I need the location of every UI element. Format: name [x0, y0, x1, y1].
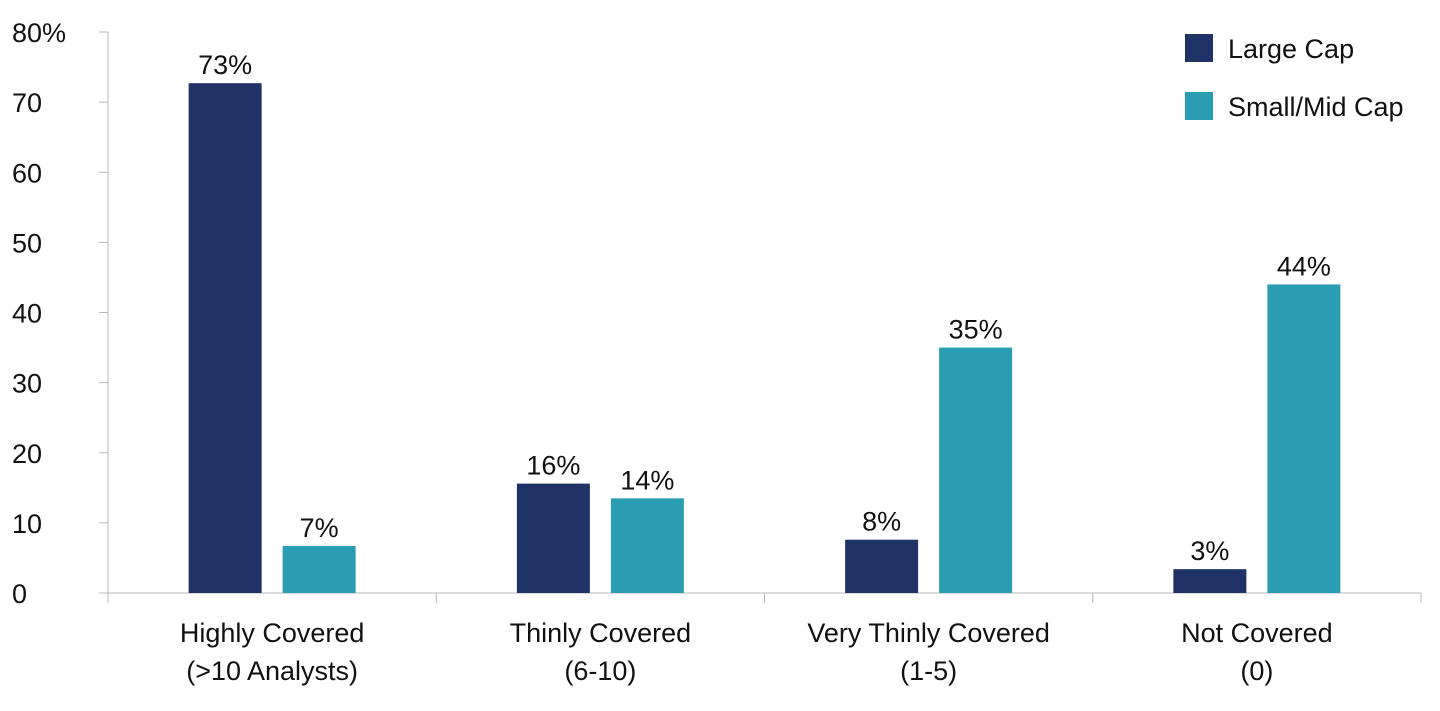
bar-large-cap — [188, 83, 262, 593]
x-category-label: (0) — [1240, 656, 1273, 686]
y-tick-label: 0 — [12, 579, 27, 609]
data-label-small-mid-cap: 35% — [949, 315, 1003, 345]
x-category-label: (>10 Analysts) — [186, 656, 358, 686]
legend-swatch-large-cap — [1185, 34, 1213, 62]
data-label-large-cap: 16% — [526, 451, 580, 481]
x-category-label: (1-5) — [900, 656, 957, 686]
bar-small-mid-cap — [282, 546, 356, 593]
x-category-label: (6-10) — [564, 656, 636, 686]
data-label-large-cap: 8% — [862, 507, 901, 537]
bar-large-cap — [516, 483, 590, 593]
bars — [188, 83, 1341, 593]
x-category-label: Very Thinly Covered — [807, 618, 1050, 648]
data-label-small-mid-cap: 14% — [620, 465, 674, 495]
y-tick-label: 40 — [12, 299, 42, 329]
data-label-small-mid-cap: 7% — [300, 513, 339, 543]
x-category-label: Highly Covered — [180, 618, 365, 648]
data-label-large-cap: 3% — [1190, 536, 1229, 566]
x-axis: Highly Covered (>10 Analysts) Thinly Cover… — [107, 592, 1422, 686]
x-category-label: Not Covered — [1181, 618, 1333, 648]
data-labels: 73% 7% 16% 14% 8% 35% 3% 44% — [198, 50, 1331, 566]
bar-small-mid-cap — [610, 498, 684, 593]
data-label-small-mid-cap: 44% — [1277, 251, 1331, 281]
data-label-large-cap: 73% — [198, 50, 252, 80]
y-tick-label: 80% — [12, 18, 66, 48]
y-tick-label: 50 — [12, 228, 42, 258]
y-tick-label: 30 — [12, 369, 42, 399]
bar-large-cap — [845, 539, 919, 593]
legend-label-small-mid-cap: Small/Mid Cap — [1228, 92, 1404, 122]
y-tick-label: 60 — [12, 158, 42, 188]
y-tick-label: 70 — [12, 88, 42, 118]
legend-swatch-small-mid-cap — [1185, 92, 1213, 120]
y-tick-label: 20 — [12, 439, 42, 469]
legend-label-large-cap: Large Cap — [1228, 34, 1354, 64]
legend: Large Cap Small/Mid Cap — [1185, 34, 1404, 122]
bar-small-mid-cap — [1267, 284, 1341, 593]
bar-large-cap — [1173, 569, 1247, 593]
bar-small-mid-cap — [939, 347, 1013, 593]
y-tick-label: 10 — [12, 509, 42, 539]
x-category-label: Thinly Covered — [510, 618, 692, 648]
y-axis: 0 10 20 30 40 50 60 70 80% — [12, 18, 109, 609]
